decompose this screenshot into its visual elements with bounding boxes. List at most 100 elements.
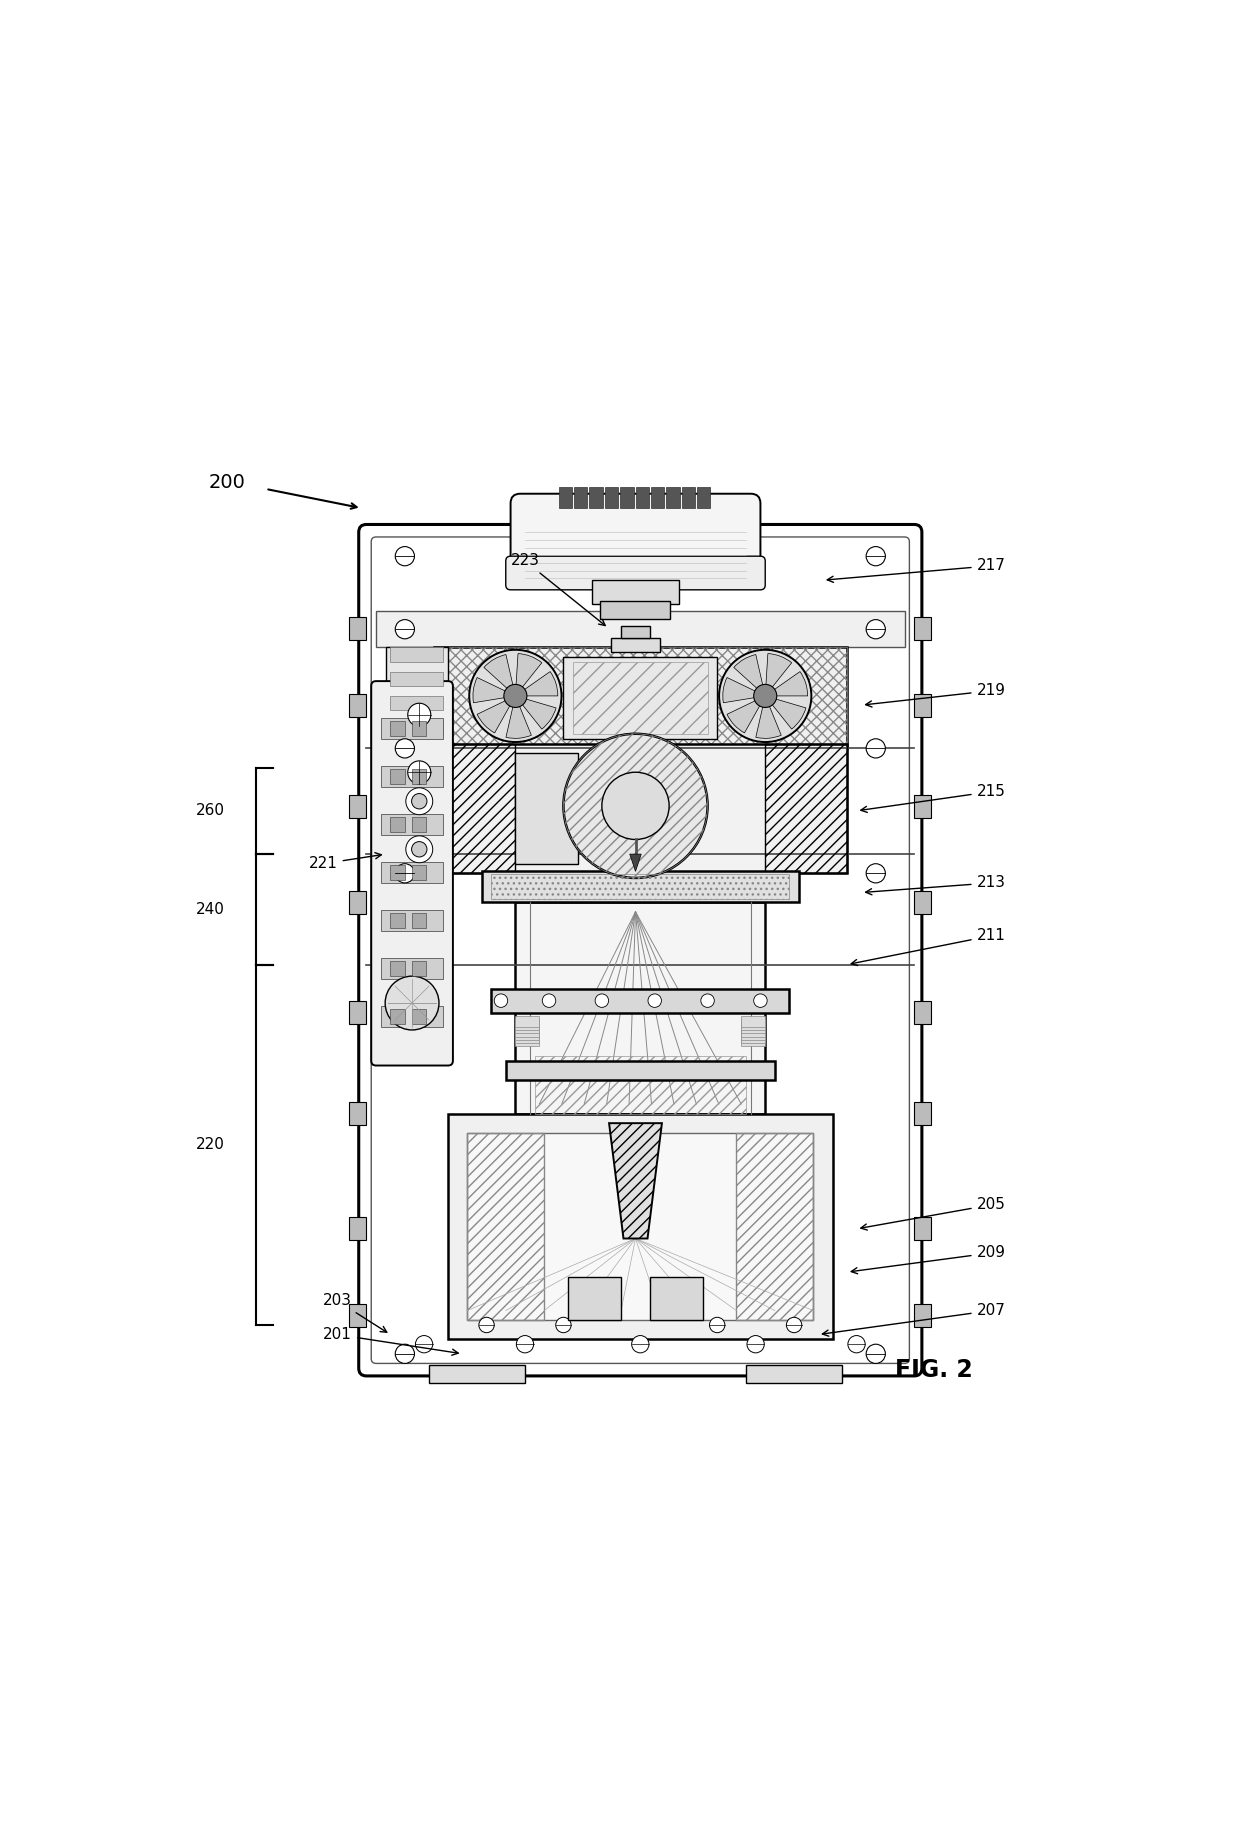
Circle shape — [866, 547, 885, 567]
Circle shape — [415, 1335, 433, 1353]
Circle shape — [754, 994, 768, 1007]
Circle shape — [503, 684, 527, 708]
Bar — [381, 862, 444, 882]
Circle shape — [396, 1344, 414, 1363]
Circle shape — [396, 739, 414, 757]
Bar — [391, 816, 404, 833]
Bar — [593, 580, 678, 603]
Text: 203: 203 — [324, 1293, 387, 1331]
Bar — [682, 488, 696, 508]
Bar — [350, 891, 367, 913]
Bar — [574, 488, 588, 508]
Circle shape — [396, 620, 414, 638]
Circle shape — [746, 1335, 764, 1353]
Text: 217: 217 — [827, 558, 1006, 583]
Bar — [516, 1031, 539, 1044]
FancyBboxPatch shape — [371, 680, 453, 1066]
Bar — [391, 719, 444, 734]
Wedge shape — [765, 695, 806, 730]
Bar — [697, 488, 711, 508]
Bar — [391, 913, 404, 928]
Circle shape — [495, 994, 507, 1007]
Bar — [448, 1113, 832, 1339]
Bar — [412, 1009, 427, 1023]
Bar — [516, 902, 765, 1113]
Wedge shape — [765, 671, 807, 695]
Bar — [516, 1022, 539, 1034]
Circle shape — [866, 1344, 885, 1363]
Text: 207: 207 — [822, 1304, 1006, 1337]
Bar — [589, 488, 603, 508]
Wedge shape — [477, 695, 516, 734]
Bar — [467, 1133, 544, 1320]
Circle shape — [866, 864, 885, 882]
FancyBboxPatch shape — [358, 525, 921, 1376]
Bar — [381, 814, 444, 834]
Bar — [391, 721, 404, 735]
Circle shape — [412, 842, 427, 856]
Bar — [391, 671, 444, 686]
Bar — [746, 1364, 842, 1383]
Circle shape — [595, 994, 609, 1007]
FancyBboxPatch shape — [506, 556, 765, 591]
Bar — [650, 1276, 703, 1320]
Wedge shape — [484, 655, 516, 695]
Bar — [467, 1133, 813, 1320]
Text: 201: 201 — [324, 1328, 459, 1355]
Bar — [350, 1304, 367, 1328]
Bar — [350, 693, 367, 717]
Bar — [391, 647, 444, 662]
Polygon shape — [609, 1122, 662, 1238]
Bar — [434, 647, 847, 748]
Circle shape — [396, 547, 414, 567]
Wedge shape — [516, 671, 558, 695]
Circle shape — [479, 1317, 495, 1333]
Wedge shape — [506, 695, 532, 739]
Bar — [491, 989, 789, 1012]
Bar — [412, 768, 427, 783]
Bar — [434, 743, 516, 873]
Bar — [391, 961, 404, 976]
Bar — [350, 616, 367, 640]
Bar — [381, 717, 444, 739]
Circle shape — [405, 789, 433, 814]
Text: 221: 221 — [309, 853, 382, 871]
Bar — [412, 961, 427, 976]
Text: 200: 200 — [208, 473, 246, 492]
Bar — [412, 913, 427, 928]
Bar — [491, 875, 789, 899]
Circle shape — [719, 649, 811, 743]
Text: 223: 223 — [511, 554, 605, 625]
Text: FIG. 2: FIG. 2 — [894, 1359, 972, 1383]
Bar — [742, 1025, 765, 1036]
Circle shape — [408, 761, 430, 783]
Circle shape — [556, 1317, 572, 1333]
Text: 209: 209 — [851, 1245, 1006, 1275]
Circle shape — [701, 994, 714, 1007]
Wedge shape — [734, 655, 765, 695]
Bar — [563, 657, 717, 739]
Polygon shape — [630, 855, 641, 871]
Wedge shape — [516, 695, 556, 730]
Bar — [350, 1102, 367, 1124]
Bar — [621, 627, 650, 638]
Bar — [376, 611, 904, 647]
Circle shape — [405, 836, 433, 862]
Bar — [516, 1018, 539, 1031]
Bar — [391, 1009, 404, 1023]
Bar — [742, 1016, 765, 1027]
Bar — [412, 721, 427, 735]
Bar — [600, 602, 670, 618]
Bar — [429, 1364, 525, 1383]
Text: 213: 213 — [866, 875, 1006, 895]
Bar — [666, 488, 680, 508]
Bar — [350, 1001, 367, 1023]
Wedge shape — [516, 653, 542, 695]
Bar — [516, 1016, 539, 1027]
Bar — [742, 1018, 765, 1031]
Bar — [635, 488, 649, 508]
Circle shape — [866, 739, 885, 757]
Circle shape — [469, 649, 562, 743]
Bar — [558, 488, 572, 508]
Circle shape — [631, 1335, 649, 1353]
